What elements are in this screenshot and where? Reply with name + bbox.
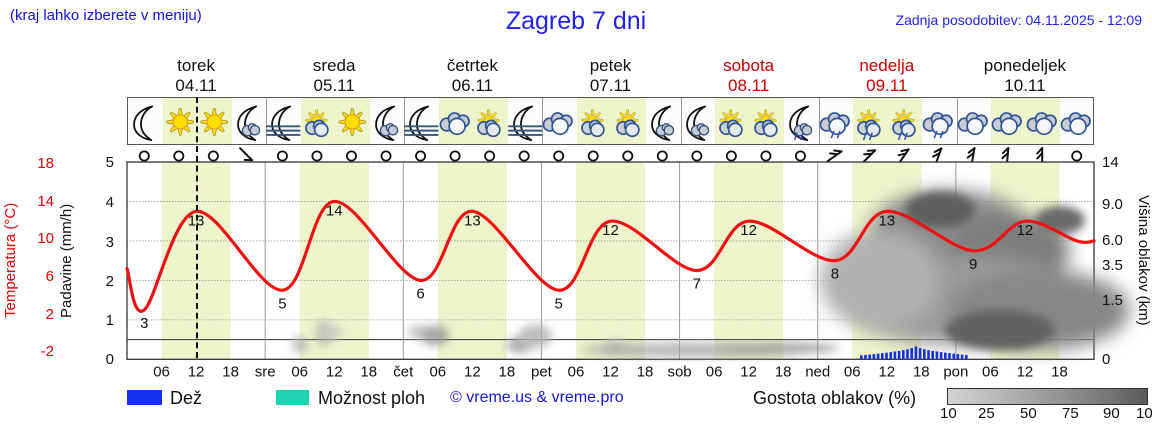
svg-text:12: 12 xyxy=(740,363,757,380)
svg-text:14: 14 xyxy=(326,202,343,219)
svg-text:06: 06 xyxy=(982,363,999,380)
svg-text:9: 9 xyxy=(969,256,977,273)
svg-text:18: 18 xyxy=(222,363,239,380)
svg-text:12: 12 xyxy=(602,363,619,380)
svg-text:18: 18 xyxy=(499,363,516,380)
svg-text:13: 13 xyxy=(464,212,481,229)
svg-text:sre: sre xyxy=(255,363,276,380)
svg-text:12: 12 xyxy=(188,363,205,380)
svg-text:8: 8 xyxy=(831,266,839,283)
svg-text:12: 12 xyxy=(1017,222,1034,239)
svg-text:6: 6 xyxy=(416,285,424,302)
svg-text:pet: pet xyxy=(531,363,553,380)
svg-text:06: 06 xyxy=(706,363,723,380)
svg-text:18: 18 xyxy=(360,363,377,380)
svg-text:12: 12 xyxy=(1017,363,1034,380)
svg-text:12: 12 xyxy=(878,363,895,380)
svg-text:3: 3 xyxy=(140,315,148,332)
svg-text:13: 13 xyxy=(878,212,895,229)
svg-text:18: 18 xyxy=(1051,363,1068,380)
svg-text:18: 18 xyxy=(913,363,930,380)
svg-text:ned: ned xyxy=(805,363,830,380)
svg-text:06: 06 xyxy=(291,363,308,380)
svg-text:pon: pon xyxy=(943,363,968,380)
svg-text:12: 12 xyxy=(326,363,343,380)
svg-text:12: 12 xyxy=(464,363,481,380)
svg-text:18: 18 xyxy=(775,363,792,380)
svg-text:12: 12 xyxy=(740,222,757,239)
svg-text:čet: čet xyxy=(393,363,414,380)
svg-text:06: 06 xyxy=(568,363,585,380)
svg-text:12: 12 xyxy=(602,222,619,239)
svg-text:5: 5 xyxy=(278,295,286,312)
svg-text:06: 06 xyxy=(153,363,170,380)
svg-text:06: 06 xyxy=(429,363,446,380)
svg-text:5: 5 xyxy=(555,295,563,312)
svg-text:sob: sob xyxy=(667,363,691,380)
svg-text:7: 7 xyxy=(693,276,701,293)
svg-text:18: 18 xyxy=(637,363,654,380)
svg-text:06: 06 xyxy=(844,363,861,380)
